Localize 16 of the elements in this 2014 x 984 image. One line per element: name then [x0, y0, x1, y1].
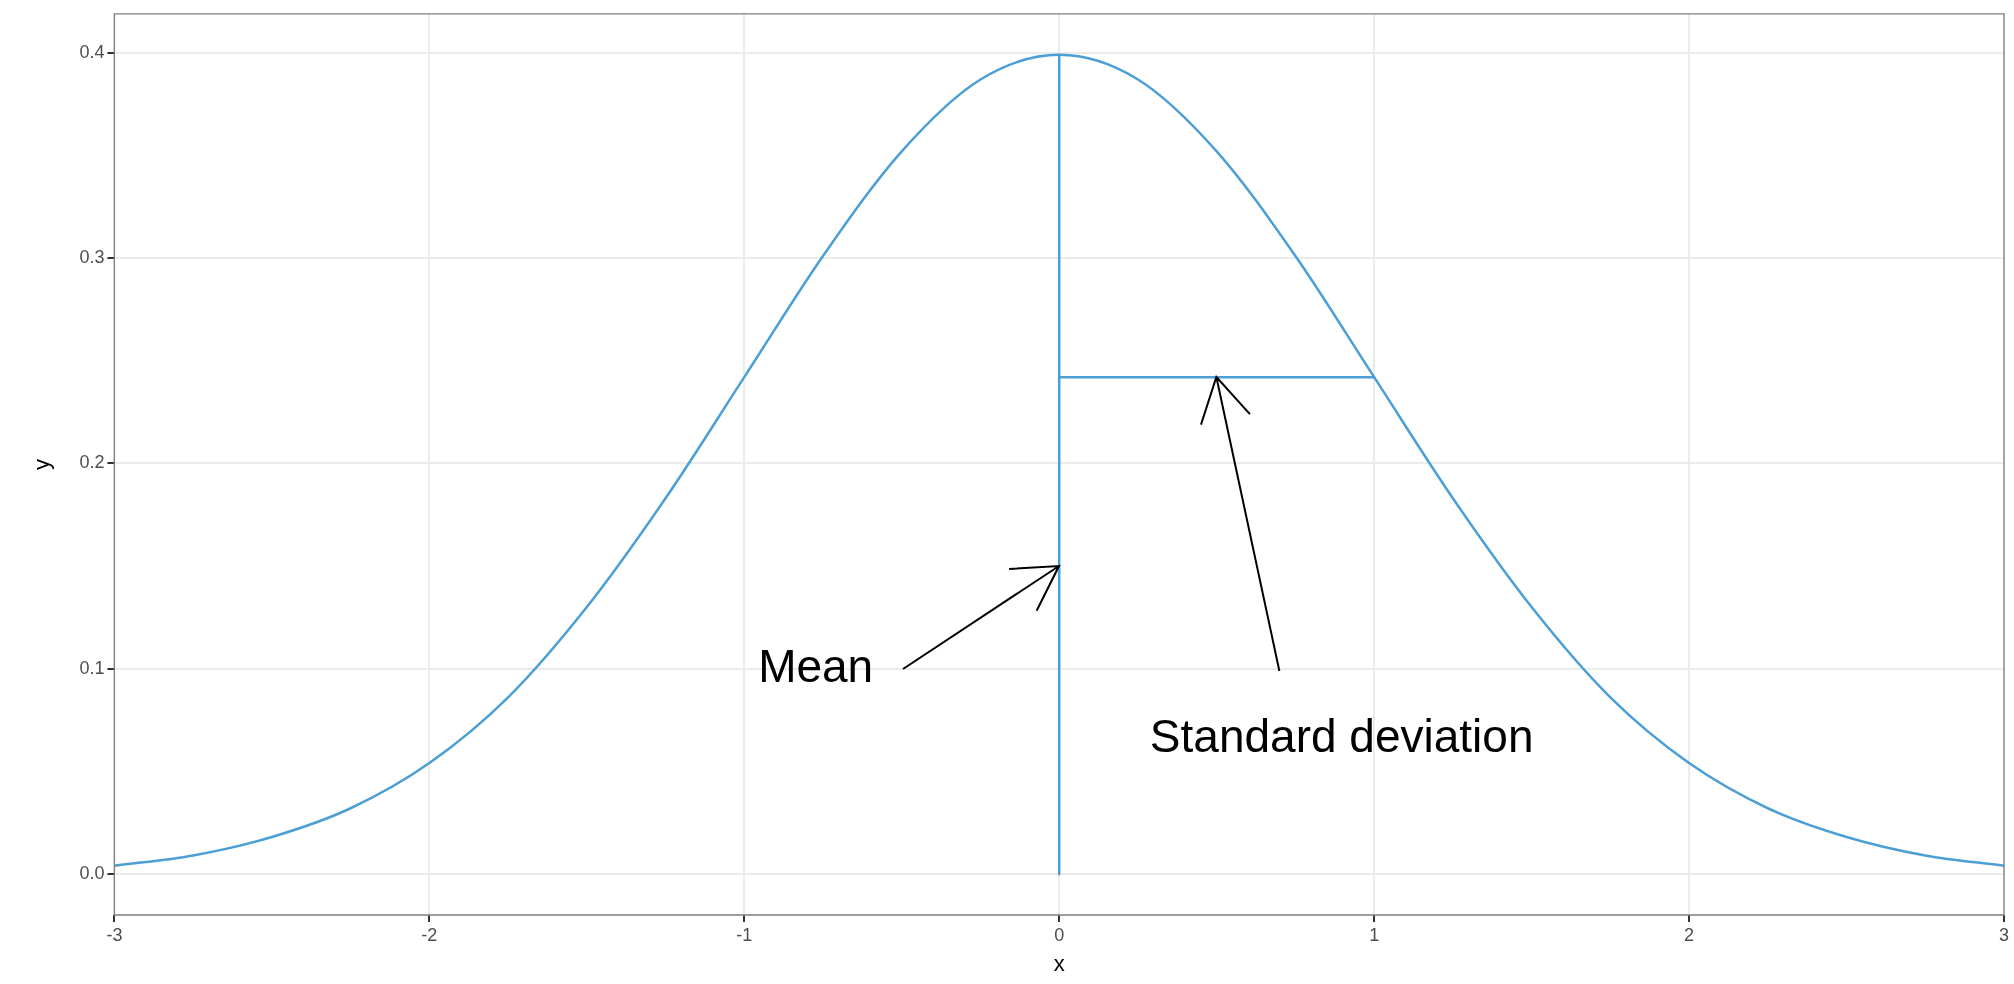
x-tick-label: -3 — [106, 924, 123, 945]
y-axis-title: y — [29, 458, 55, 470]
x-tick-label: 0 — [1054, 924, 1065, 945]
y-tick-label: 0.3 — [79, 247, 105, 268]
annotation: Mean — [758, 639, 874, 692]
x-tick-label: 3 — [1998, 924, 2010, 945]
x-tick-label: -1 — [736, 924, 753, 945]
y-tick-label: 0.0 — [79, 862, 105, 883]
x-tick-label: -2 — [421, 924, 438, 945]
annotation: Standard deviation — [1149, 709, 1534, 762]
y-tick-label: 0.1 — [79, 657, 105, 678]
x-tick-label: 2 — [1684, 924, 1695, 945]
y-tick-label: 0.2 — [79, 452, 105, 473]
x-axis-title: x — [1053, 950, 1065, 976]
y-tick-label: 0.4 — [79, 41, 105, 62]
x-tick-label: 1 — [1369, 924, 1380, 945]
